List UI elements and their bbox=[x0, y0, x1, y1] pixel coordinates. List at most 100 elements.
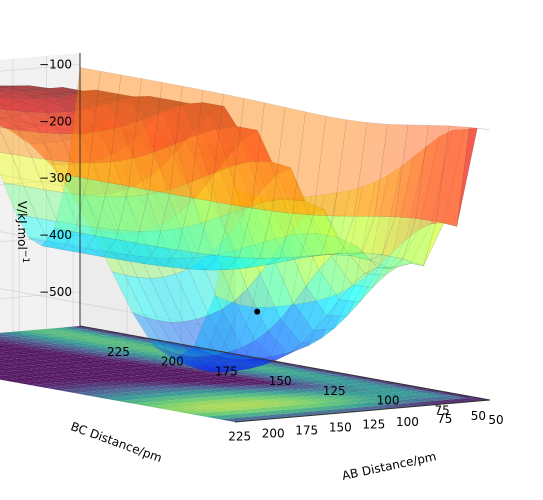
contour-cell bbox=[115, 392, 140, 396]
contour-cell bbox=[4, 374, 29, 379]
surface-patch bbox=[379, 156, 414, 266]
surface-patch bbox=[95, 89, 131, 104]
surface-patch bbox=[249, 161, 284, 203]
z-tick-label: −400 bbox=[39, 228, 72, 242]
contour-cell bbox=[125, 391, 149, 396]
surface-patch bbox=[0, 96, 21, 107]
surface-patch bbox=[0, 85, 10, 87]
contour-cell bbox=[93, 339, 117, 344]
contour-cell bbox=[109, 350, 134, 354]
contour-cell bbox=[190, 374, 215, 378]
surface-patch bbox=[193, 184, 228, 251]
contour-cell bbox=[319, 370, 344, 375]
contour-cell bbox=[161, 408, 186, 412]
contour-cell bbox=[82, 352, 107, 356]
contour-cell bbox=[232, 355, 256, 359]
contour-cell bbox=[364, 398, 388, 402]
energy-surface bbox=[0, 67, 491, 373]
surface-patch bbox=[72, 104, 107, 130]
contour-cell bbox=[31, 372, 56, 376]
contour-cell bbox=[174, 383, 198, 387]
contour-cell bbox=[133, 371, 158, 375]
contour-cell bbox=[159, 380, 184, 385]
contour-cell bbox=[179, 367, 203, 371]
contour-cell bbox=[236, 389, 260, 394]
surface-patch bbox=[292, 111, 327, 216]
contour-cell bbox=[57, 381, 82, 386]
surface-patch bbox=[11, 90, 46, 97]
contour-cell bbox=[250, 373, 275, 377]
surface-patch bbox=[297, 212, 332, 271]
contour-cell bbox=[49, 331, 73, 336]
contour-cell bbox=[239, 385, 264, 390]
surface-patch bbox=[24, 89, 58, 95]
contour-cell bbox=[79, 376, 103, 380]
contour-cell bbox=[314, 387, 339, 391]
contour-cell bbox=[389, 388, 414, 392]
surface-patch bbox=[456, 126, 491, 227]
contour-cell bbox=[415, 397, 439, 402]
surface-patch bbox=[87, 70, 122, 183]
contour-cell bbox=[310, 371, 335, 376]
contour-cell bbox=[129, 356, 154, 360]
surface-patch bbox=[316, 189, 351, 302]
contour-cell bbox=[179, 386, 204, 391]
surface-patch bbox=[269, 161, 304, 202]
contour-cell bbox=[130, 395, 155, 399]
contour-cell bbox=[266, 363, 291, 368]
contour-cell bbox=[229, 417, 254, 422]
contour-cell bbox=[71, 365, 96, 369]
contour-cell bbox=[0, 360, 15, 364]
surface-patch bbox=[0, 118, 24, 131]
contour-cell bbox=[0, 343, 6, 345]
surface-patch bbox=[8, 85, 43, 91]
contour-cell bbox=[147, 405, 171, 409]
contour-cell bbox=[11, 346, 35, 351]
contour-cell bbox=[129, 336, 154, 340]
surface-patch bbox=[159, 228, 194, 259]
contour-cell bbox=[42, 379, 67, 383]
contour-cell bbox=[362, 390, 386, 395]
contour-cell bbox=[78, 337, 103, 341]
contour-cell bbox=[307, 395, 332, 399]
contour-cell bbox=[219, 379, 244, 383]
contour-cell bbox=[259, 372, 284, 376]
contour-cell bbox=[128, 367, 152, 372]
x-tick-label: 75 bbox=[434, 403, 449, 417]
surface-patch bbox=[126, 194, 161, 232]
surface-patch bbox=[254, 330, 289, 361]
contour-cell bbox=[26, 368, 50, 373]
x-axis-label: AB Distance/pm bbox=[341, 449, 438, 483]
surface-patch bbox=[234, 288, 269, 342]
surface-patch bbox=[144, 316, 180, 355]
contour-cell bbox=[7, 331, 31, 335]
contour-cell bbox=[230, 386, 255, 390]
contour-cell bbox=[233, 362, 258, 367]
contour-cell bbox=[219, 360, 243, 364]
contour-cell bbox=[112, 396, 137, 401]
contour-cell bbox=[254, 407, 279, 412]
contour-cell bbox=[0, 372, 14, 376]
surface-patch bbox=[251, 102, 286, 212]
contour-cell bbox=[369, 382, 393, 386]
surface-patch bbox=[287, 254, 322, 261]
contour-cell bbox=[0, 364, 12, 368]
contour-cell bbox=[0, 350, 8, 353]
surface-patch bbox=[318, 255, 353, 301]
contour-cell bbox=[162, 357, 187, 361]
contour-cell bbox=[100, 350, 125, 355]
contour-cell bbox=[287, 408, 312, 413]
surface-patch bbox=[171, 257, 207, 271]
contour-cell bbox=[243, 381, 268, 385]
contour-cell bbox=[164, 345, 188, 349]
contour-cell bbox=[176, 410, 201, 415]
contour-cell bbox=[46, 375, 70, 379]
contour-cell bbox=[80, 344, 105, 349]
surface-patch bbox=[15, 213, 50, 243]
contour-cell bbox=[235, 370, 260, 374]
contour-cell bbox=[128, 387, 153, 391]
contour-cell bbox=[360, 402, 385, 406]
z-axis-label-main: V/kJ.mol bbox=[15, 201, 29, 250]
surface-patch bbox=[190, 102, 225, 113]
contour-cell bbox=[367, 394, 392, 398]
